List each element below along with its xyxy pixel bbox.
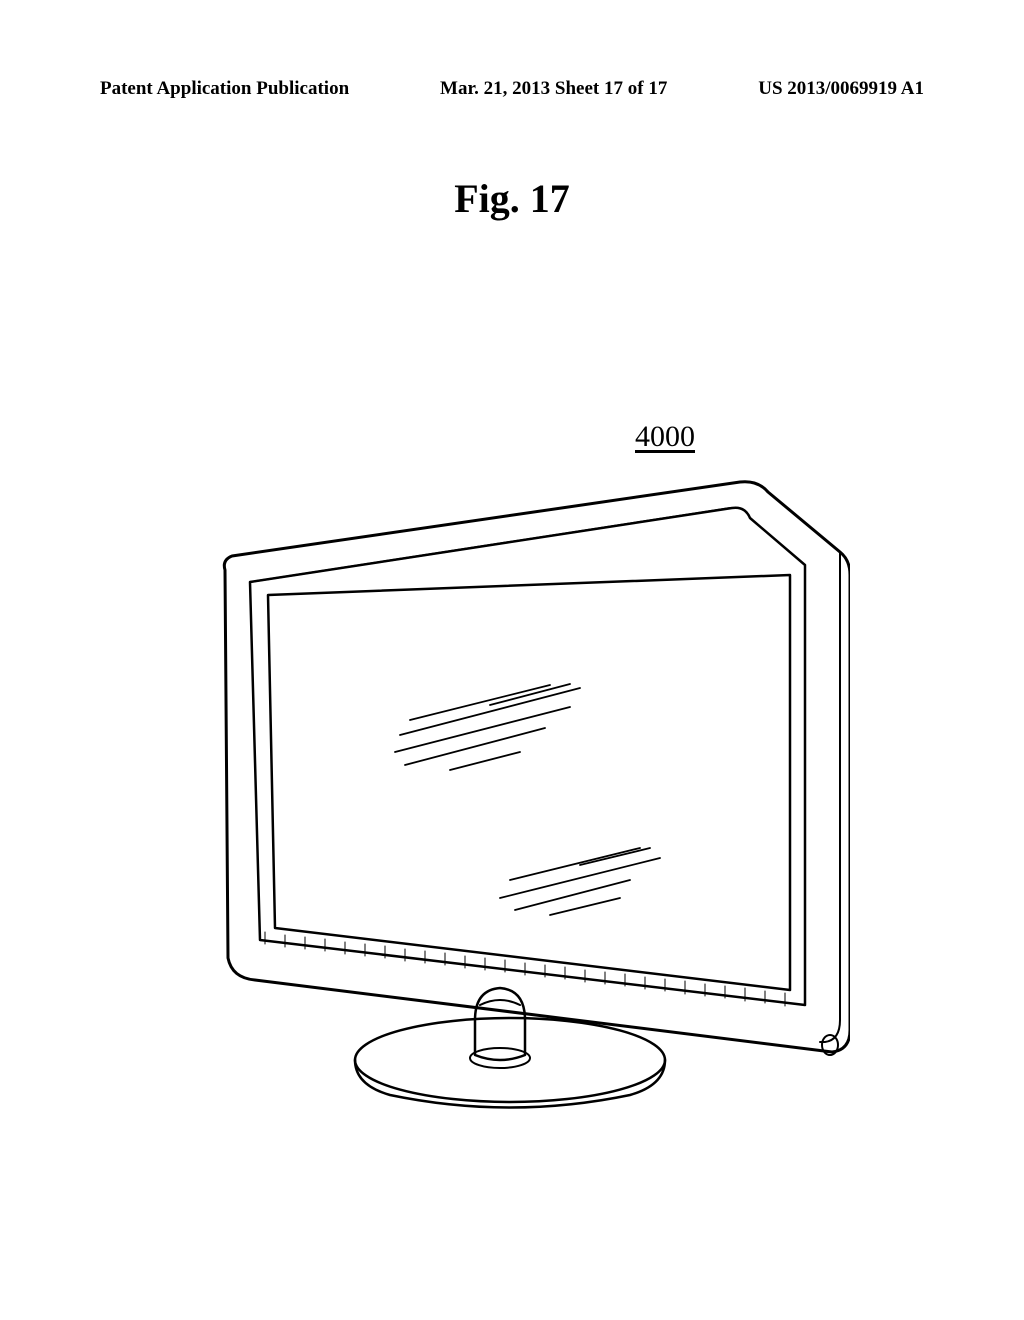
figure-title: Fig. 17 (0, 175, 1024, 222)
header-center: Mar. 21, 2013 Sheet 17 of 17 (440, 78, 667, 100)
reference-number: 4000 (635, 420, 695, 454)
header-right: US 2013/0069919 A1 (758, 78, 924, 100)
header-left: Patent Application Publication (100, 78, 349, 100)
patent-header: Patent Application Publication Mar. 21, … (0, 78, 1024, 100)
monitor-drawing (150, 460, 850, 1160)
